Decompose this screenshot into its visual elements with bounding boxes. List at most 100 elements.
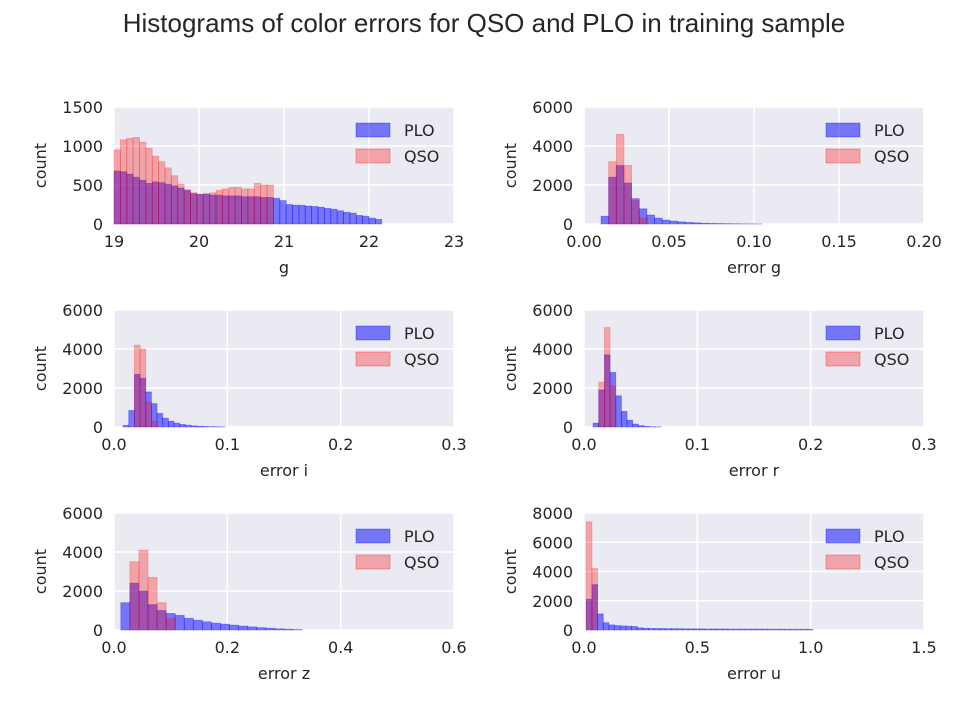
y-tick-label: 0 [563, 215, 573, 234]
bar-qso [604, 327, 611, 428]
bar-plo [670, 628, 678, 631]
bar-plo [247, 626, 258, 631]
bar-plo [167, 420, 175, 428]
bar-plo [744, 628, 752, 631]
x-tick-label: 20 [189, 232, 209, 251]
legend-swatch-plo [825, 122, 861, 138]
bar-plo [642, 627, 650, 631]
y-tick-label: 6000 [532, 301, 573, 320]
x-tick-label: 0.4 [328, 638, 353, 657]
bar-plo [682, 628, 689, 631]
x-tick-label: 0.0 [101, 638, 126, 657]
x-tick-label: 0.1 [215, 435, 240, 454]
y-tick-label: 2000 [532, 176, 573, 195]
bar-plo [631, 626, 638, 631]
bar-plo [784, 628, 791, 631]
x-tick-label: 0.0 [571, 638, 596, 657]
x-axis-label: error g [727, 258, 781, 277]
x-tick-label: 0.5 [685, 638, 710, 657]
bar-plo [692, 222, 701, 225]
x-tick-label: 21 [274, 232, 294, 251]
y-tick-label: 2000 [62, 582, 103, 601]
bar-qso [585, 521, 593, 631]
legend: PLO QSO [355, 324, 439, 369]
bar-plo [707, 223, 717, 225]
legend-label-plo: PLO [404, 121, 435, 140]
bar-plo [183, 617, 194, 631]
bar-qso [165, 617, 176, 631]
series-plo [120, 582, 303, 631]
bar-plo [619, 625, 627, 631]
bar-qso [190, 192, 198, 225]
bar-plo [597, 613, 604, 631]
bar-plo [122, 425, 130, 428]
bar-plo [806, 628, 814, 631]
y-axis-label: count [501, 549, 520, 594]
bar-plo [592, 422, 600, 428]
bar-plo [602, 622, 610, 631]
y-tick-label: 2000 [532, 379, 573, 398]
bar-plo [184, 424, 192, 428]
x-tick-label: 0.1 [685, 435, 710, 454]
bar-plo [801, 628, 808, 631]
bar-qso [145, 147, 153, 225]
bar-plo [256, 627, 267, 631]
x-tick-label: 0.0 [101, 435, 126, 454]
y-tick-label: 4000 [532, 563, 573, 582]
bar-plo [343, 211, 351, 225]
bar-qso [151, 155, 160, 225]
bar-qso [119, 139, 128, 225]
bar-plo [795, 628, 803, 631]
legend-label-plo: PLO [404, 527, 435, 546]
x-tick-label: 0.2 [328, 435, 353, 454]
bar-plo [665, 628, 672, 631]
bar-qso [615, 133, 625, 225]
y-tick-label: 4000 [62, 543, 103, 562]
x-tick-label: 1.5 [911, 638, 936, 657]
bar-qso [133, 344, 141, 428]
bar-plo [632, 423, 639, 428]
x-tick-label: 0.10 [736, 232, 772, 251]
legend-label-qso: QSO [874, 350, 909, 369]
bar-qso [591, 568, 599, 631]
bar-plo [128, 410, 135, 428]
legend: PLO QSO [825, 121, 909, 166]
x-tick-label: 0.3 [441, 435, 466, 454]
series-plo [122, 373, 226, 428]
bar-plo [699, 628, 706, 631]
bar-plo [693, 628, 701, 631]
bar-plo [173, 422, 181, 428]
bar-plo [162, 417, 169, 428]
y-axis-label: count [31, 346, 50, 391]
bar-plo [661, 219, 671, 225]
x-tick-label: 19 [104, 232, 124, 251]
series-qso [598, 327, 617, 428]
bar-plo [687, 628, 695, 631]
bar-plo [229, 624, 240, 631]
bar-qso [215, 190, 223, 225]
x-tick-label: 0.2 [798, 435, 823, 454]
bar-plo [283, 628, 294, 631]
bar-qso [113, 149, 121, 225]
y-tick-label: 0 [563, 418, 573, 437]
legend-label-plo: PLO [404, 324, 435, 343]
legend-swatch-qso [825, 148, 861, 164]
bar-qso [228, 186, 236, 225]
bar-plo [733, 628, 740, 631]
bar-plo [298, 204, 306, 225]
bar-qso [132, 137, 140, 225]
y-tick-label: 1000 [62, 137, 103, 156]
bar-plo [279, 200, 287, 225]
legend: PLO QSO [825, 324, 909, 369]
bar-qso [170, 175, 179, 225]
bar-plo [638, 425, 645, 428]
bar-plo [654, 217, 663, 225]
bar-plo [368, 217, 376, 225]
series-plo [113, 170, 383, 225]
legend-swatch-plo [825, 325, 861, 341]
bar-qso [126, 137, 134, 225]
x-tick-label: 0.6 [441, 638, 466, 657]
x-axis-label: g [279, 258, 289, 277]
series-qso [129, 549, 176, 631]
